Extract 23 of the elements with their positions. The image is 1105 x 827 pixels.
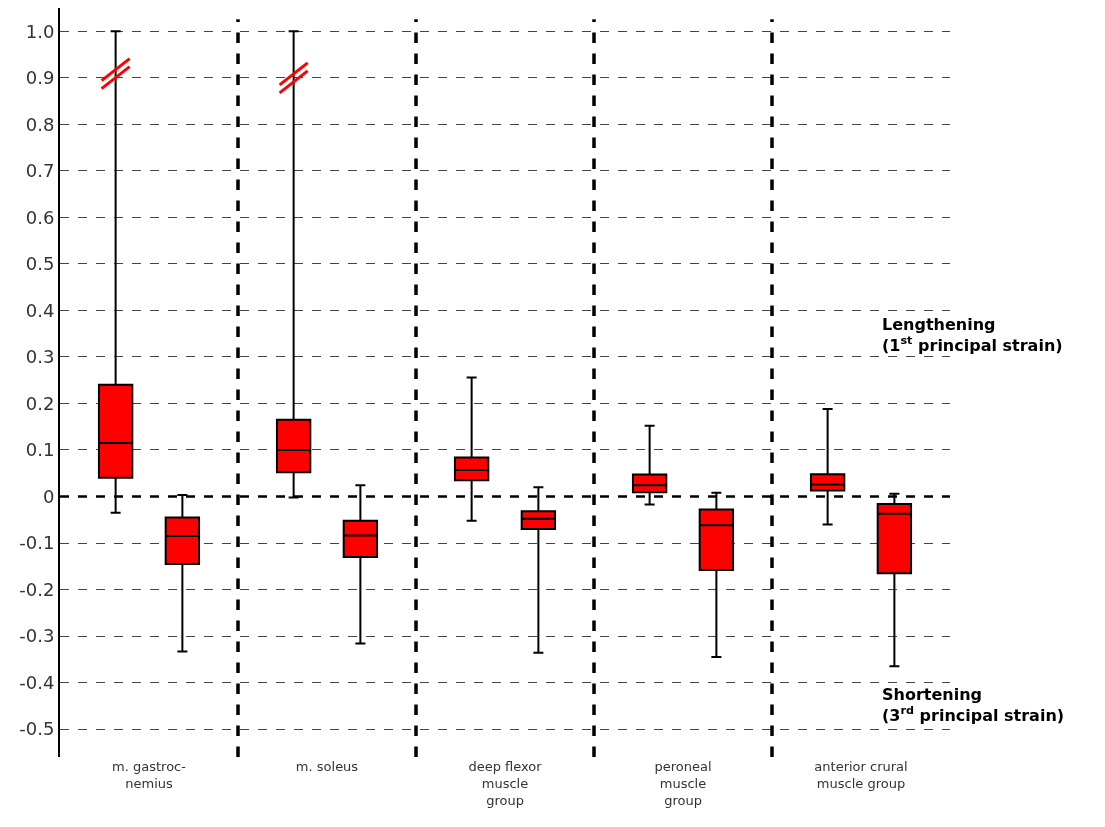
y-tick-label: 0.5 [25, 253, 55, 275]
y-tick-label: 0.8 [25, 113, 55, 135]
y-tick-label: 0.2 [25, 392, 55, 414]
y-tick-label: 0.3 [25, 346, 55, 368]
x-tick-label: anterior crural muscle group [814, 759, 908, 791]
y-tick-label: -0.1 [19, 532, 55, 554]
y-tick-label: -0.5 [19, 718, 55, 740]
y-tick-label: 0.9 [25, 67, 55, 89]
y-tick-label: -0.2 [19, 578, 55, 600]
y-tick-label: 1.0 [25, 20, 55, 42]
y-tick-label: 0.4 [25, 299, 55, 321]
annotation: Shortening (3$^{rd}$ principal strain) [882, 685, 1065, 725]
x-tick-label: deep flexor muscle group [468, 759, 543, 808]
x-tick-label: peroneal muscle group [654, 759, 712, 808]
annotation: Lengthening (1$^{st}$ principal strain) [882, 315, 1063, 355]
y-tick-label: 0 [42, 485, 55, 507]
x-tick-label: m. soleus [295, 759, 359, 774]
x-tick-label: m. gastroc- nemius [112, 759, 187, 791]
y-tick-label: -0.4 [19, 671, 55, 693]
y-tick-label: -0.3 [19, 625, 55, 647]
y-tick-label: 0.1 [25, 439, 55, 461]
y-tick-label: 0.7 [25, 160, 55, 182]
y-tick-label: 0.6 [25, 206, 55, 228]
